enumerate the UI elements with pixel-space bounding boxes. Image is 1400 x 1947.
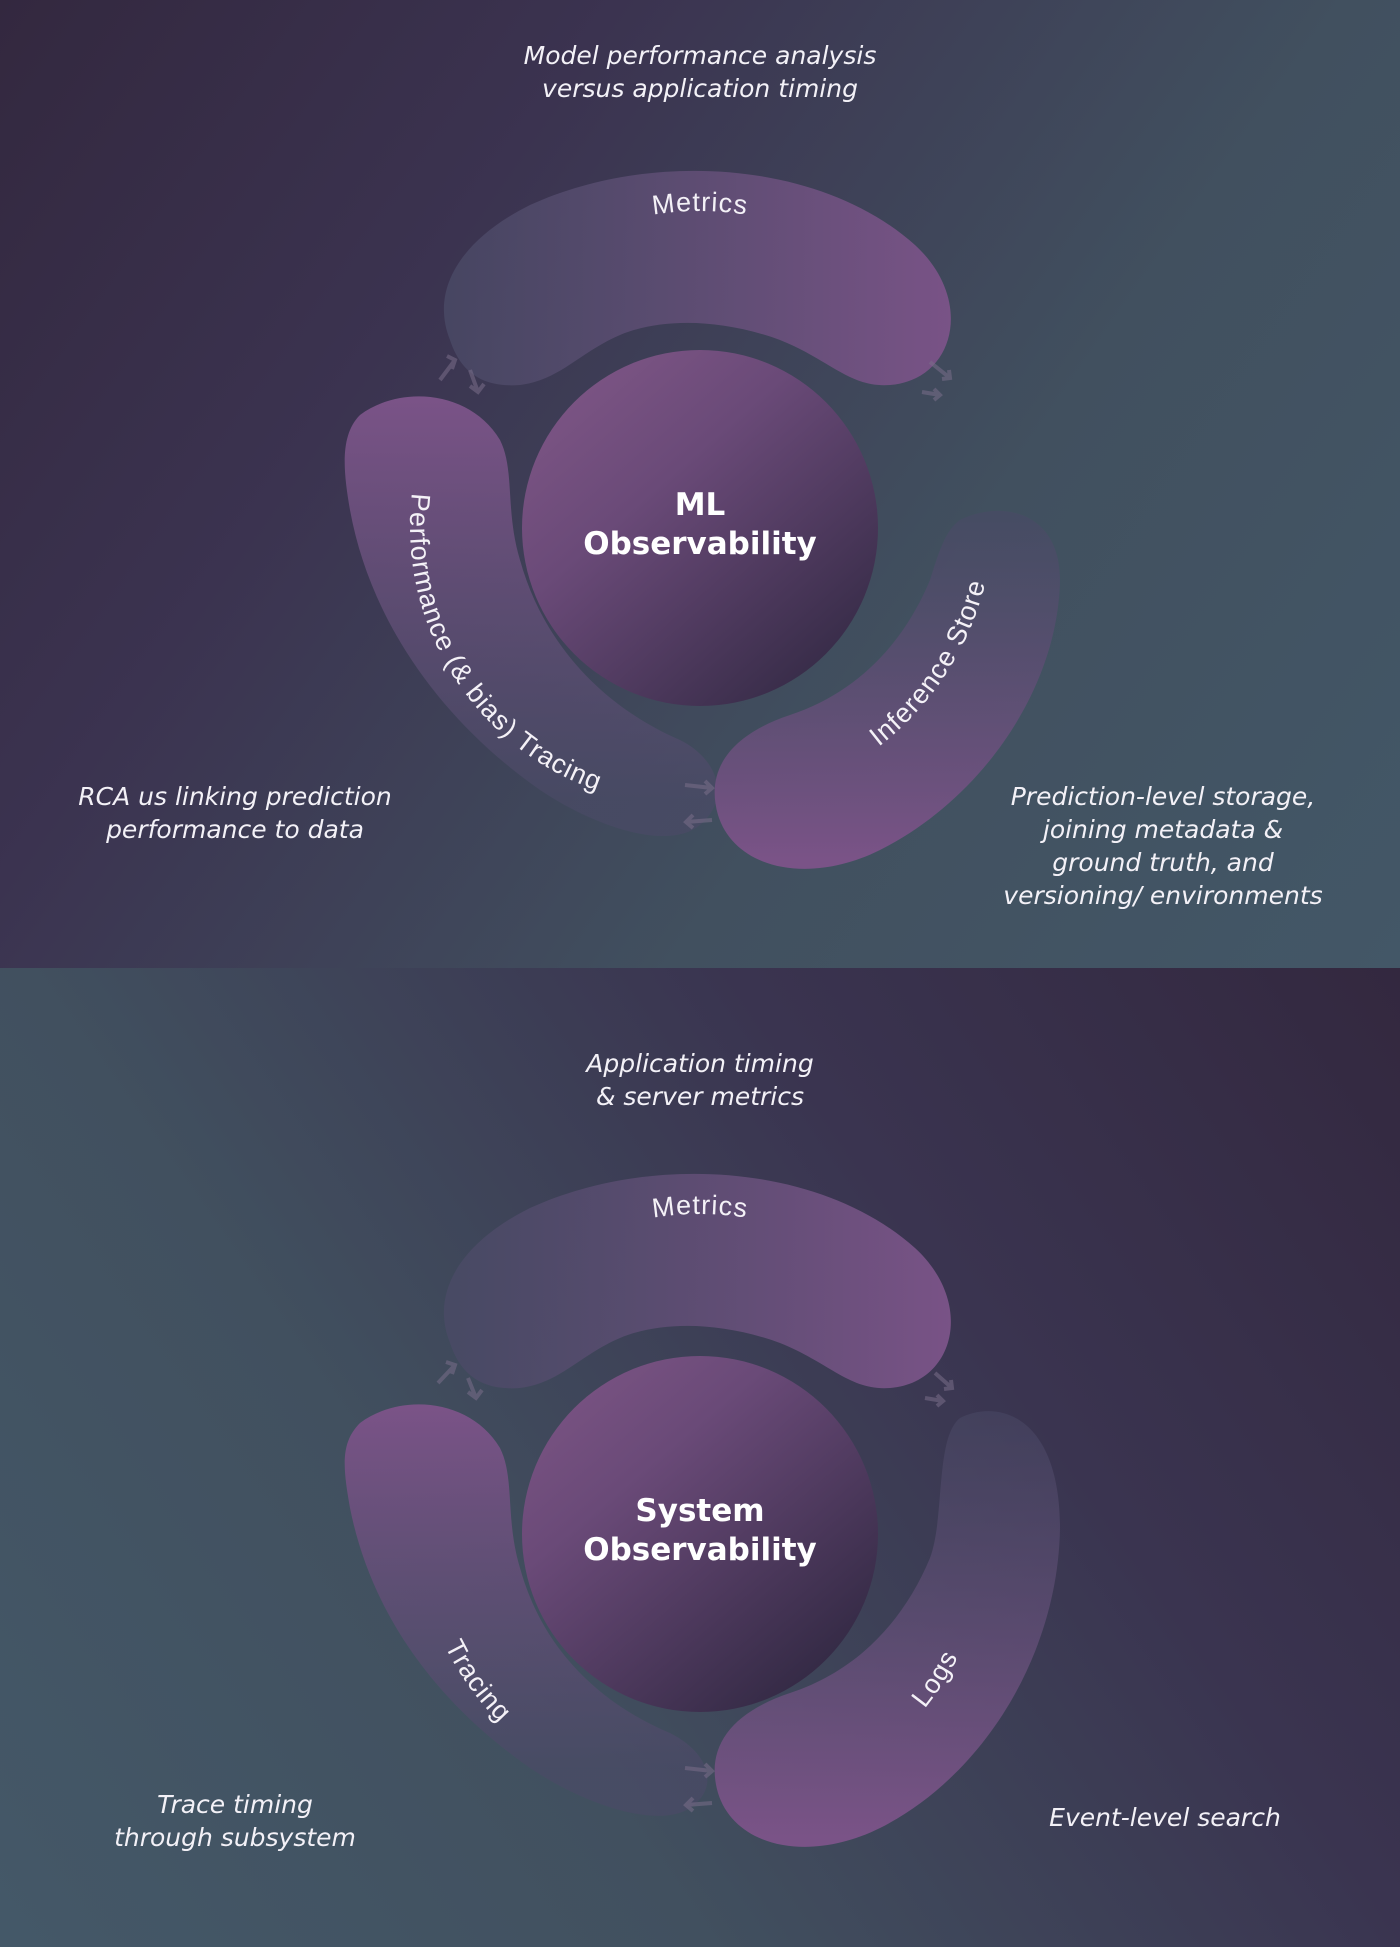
arrow-icon: [438, 354, 953, 830]
system-core-circle: [522, 1356, 878, 1712]
system-center-title: System Observability: [583, 1493, 817, 1568]
ml-center-title: ML Observability: [583, 487, 817, 562]
ml-left-note: RCA us linking prediction performance to…: [78, 782, 392, 844]
arrow-icon: [436, 1360, 955, 1813]
system-top-note: Application timing & server metrics: [586, 1049, 814, 1111]
ml-right-note: Prediction-level storage, joining metada…: [1003, 782, 1323, 910]
inference-store-segment: [714, 510, 1060, 869]
system-left-note: Trace timing through subsystem: [114, 1790, 356, 1852]
logs-segment: [714, 1411, 1060, 1847]
metrics-segment: [443, 1173, 951, 1389]
metrics-segment: [443, 170, 951, 386]
system-observability-panel: Metrics Tracing Logs Application timing …: [0, 968, 1400, 1947]
ml-observability-panel: Metrics Performance (& bias) Tracing Inf…: [0, 0, 1400, 968]
performance-tracing-segment: [344, 396, 718, 837]
system-right-note: Event-level search: [1049, 1803, 1281, 1832]
metrics-label: Metrics: [650, 187, 750, 221]
ml-core-circle: [522, 350, 878, 706]
ml-cycle-diagram: Metrics Performance (& bias) Tracing Inf…: [344, 170, 1060, 869]
metrics-label: Metrics: [650, 1190, 750, 1224]
ml-top-note: Model performance analysis versus applic…: [523, 41, 877, 103]
tracing-segment: [344, 1404, 708, 1816]
system-cycle-diagram: Metrics Tracing Logs: [344, 1173, 1060, 1847]
